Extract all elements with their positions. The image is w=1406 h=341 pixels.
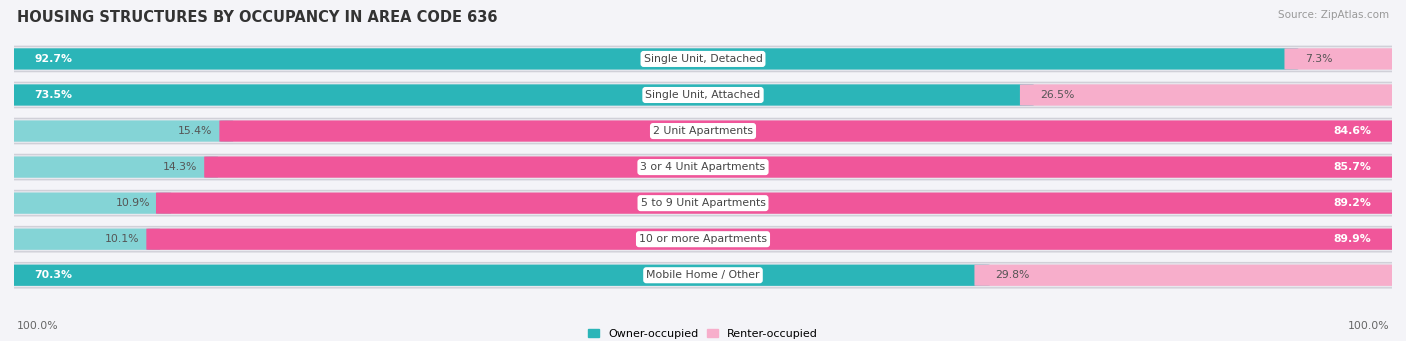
- FancyBboxPatch shape: [219, 120, 1399, 142]
- FancyBboxPatch shape: [3, 46, 1403, 72]
- FancyBboxPatch shape: [7, 193, 172, 214]
- Text: 5 to 9 Unit Apartments: 5 to 9 Unit Apartments: [641, 198, 765, 208]
- FancyBboxPatch shape: [7, 228, 160, 250]
- Text: HOUSING STRUCTURES BY OCCUPANCY IN AREA CODE 636: HOUSING STRUCTURES BY OCCUPANCY IN AREA …: [17, 10, 498, 25]
- Text: 89.9%: 89.9%: [1333, 234, 1371, 244]
- Text: 73.5%: 73.5%: [35, 90, 73, 100]
- Text: 14.3%: 14.3%: [163, 162, 197, 172]
- Text: 2 Unit Apartments: 2 Unit Apartments: [652, 126, 754, 136]
- Text: 89.2%: 89.2%: [1333, 198, 1371, 208]
- Text: 10.1%: 10.1%: [105, 234, 139, 244]
- Text: 10 or more Apartments: 10 or more Apartments: [638, 234, 768, 244]
- FancyBboxPatch shape: [7, 157, 218, 178]
- Text: 10.9%: 10.9%: [115, 198, 150, 208]
- FancyBboxPatch shape: [7, 120, 233, 142]
- FancyBboxPatch shape: [3, 83, 1403, 108]
- Text: 84.6%: 84.6%: [1333, 126, 1371, 136]
- FancyBboxPatch shape: [156, 193, 1399, 214]
- Text: 100.0%: 100.0%: [17, 321, 59, 331]
- Legend: Owner-occupied, Renter-occupied: Owner-occupied, Renter-occupied: [583, 324, 823, 341]
- FancyBboxPatch shape: [146, 228, 1399, 250]
- Text: 92.7%: 92.7%: [35, 54, 73, 64]
- Text: 85.7%: 85.7%: [1333, 162, 1371, 172]
- Text: 3 or 4 Unit Apartments: 3 or 4 Unit Apartments: [641, 162, 765, 172]
- Text: Source: ZipAtlas.com: Source: ZipAtlas.com: [1278, 10, 1389, 20]
- FancyBboxPatch shape: [7, 48, 1298, 70]
- FancyBboxPatch shape: [7, 265, 990, 286]
- FancyBboxPatch shape: [3, 226, 1403, 252]
- Text: Mobile Home / Other: Mobile Home / Other: [647, 270, 759, 280]
- Text: 100.0%: 100.0%: [1347, 321, 1389, 331]
- FancyBboxPatch shape: [1285, 48, 1399, 70]
- Text: 70.3%: 70.3%: [35, 270, 73, 280]
- FancyBboxPatch shape: [3, 154, 1403, 180]
- FancyBboxPatch shape: [204, 157, 1399, 178]
- FancyBboxPatch shape: [974, 265, 1399, 286]
- FancyBboxPatch shape: [1019, 84, 1399, 106]
- Text: 26.5%: 26.5%: [1040, 90, 1076, 100]
- FancyBboxPatch shape: [3, 263, 1403, 288]
- Text: 7.3%: 7.3%: [1305, 54, 1333, 64]
- FancyBboxPatch shape: [3, 118, 1403, 144]
- FancyBboxPatch shape: [7, 84, 1033, 106]
- FancyBboxPatch shape: [3, 191, 1403, 216]
- Text: Single Unit, Detached: Single Unit, Detached: [644, 54, 762, 64]
- Text: 15.4%: 15.4%: [179, 126, 212, 136]
- Text: 29.8%: 29.8%: [995, 270, 1029, 280]
- Text: Single Unit, Attached: Single Unit, Attached: [645, 90, 761, 100]
